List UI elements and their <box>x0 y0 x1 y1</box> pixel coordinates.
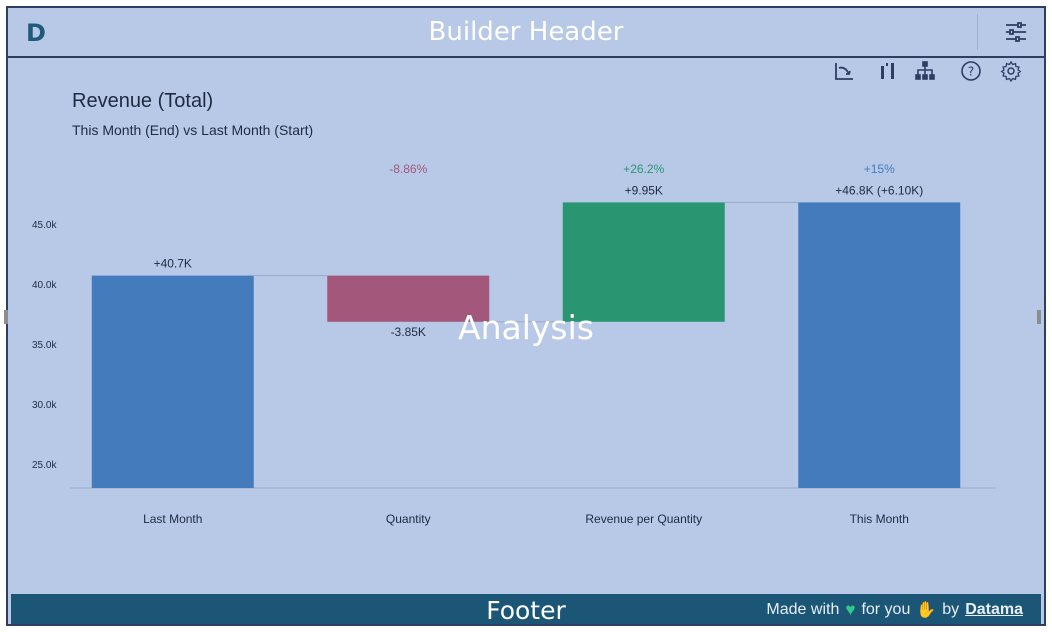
waterfall-bar <box>327 275 490 322</box>
header-divider <box>977 14 978 50</box>
x-category-label: This Month <box>850 512 909 526</box>
bar-value-label: +9.95K <box>625 183 663 197</box>
y-tick-label: 35.0k <box>32 340 57 351</box>
chart-axis-icon[interactable] <box>833 60 855 82</box>
x-category-label: Revenue per Quantity <box>585 512 702 526</box>
bar-value-label: +40.7K <box>154 257 192 271</box>
app-frame: D Builder Header ? Revenue <box>6 6 1046 626</box>
svg-text:?: ? <box>968 65 974 79</box>
waterfall-bar <box>798 202 961 488</box>
bar-value-label: -3.85K <box>391 325 426 339</box>
for-you-text: for you <box>861 601 911 618</box>
y-tick-label: 30.0k <box>32 400 57 411</box>
bar-percent-label: +26.2% <box>623 162 664 176</box>
y-tick-label: 25.0k <box>32 460 57 471</box>
clapping-hands-icon: ✋ <box>916 602 937 619</box>
resize-handle-right[interactable] <box>1037 310 1041 324</box>
datama-link[interactable]: Datama <box>965 601 1023 618</box>
chart-title: Revenue (Total) <box>72 90 214 112</box>
datama-logo: D <box>26 19 46 47</box>
chart-subtitle: This Month (End) vs Last Month (Start) <box>72 122 314 138</box>
waterfall-chart: 25.0k 30.0k 35.0k 40.0k 45.0k +40.7K Last Mont… <box>32 162 996 526</box>
help-icon[interactable]: ? <box>960 60 982 82</box>
heart-icon: ♥ <box>845 600 856 619</box>
sort-bars-icon[interactable] <box>877 60 899 82</box>
header-title: Builder Header <box>428 17 624 47</box>
waterfall-bar <box>562 202 725 322</box>
builder-header: D Builder Header <box>8 8 1044 58</box>
x-category-label: Quantity <box>386 512 431 526</box>
bar-percent-label: -8.86% <box>389 162 427 176</box>
footer: Footer Made with ♥ for you ✋ by Datama <box>11 594 1041 625</box>
made-with-credit: Made with ♥ for you ✋ by Datama <box>766 600 1023 620</box>
settings-gear-icon[interactable] <box>1000 60 1022 82</box>
x-category-label: Last Month <box>143 512 202 526</box>
bar-percent-label: +15% <box>864 162 895 176</box>
y-tick-label: 45.0k <box>32 220 57 231</box>
y-tick-label: 40.0k <box>32 280 57 291</box>
waterfall-bar <box>91 275 254 488</box>
footer-title: Footer <box>486 596 566 625</box>
by-text: by <box>942 601 960 618</box>
sliders-icon[interactable] <box>1004 20 1028 44</box>
resize-handle-left[interactable] <box>4 310 8 324</box>
bar-value-label: +46.8K (+6.10K) <box>835 183 923 197</box>
made-with-text: Made with <box>766 601 840 618</box>
hierarchy-icon[interactable] <box>914 60 936 82</box>
